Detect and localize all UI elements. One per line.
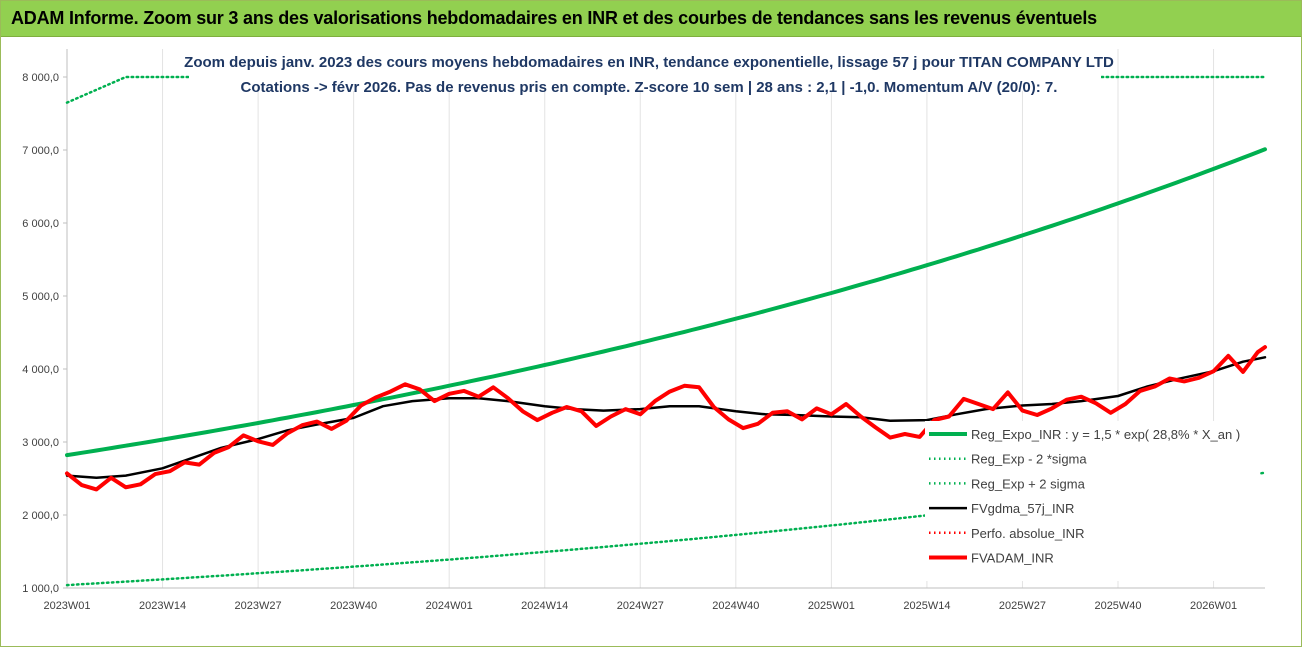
x-tick-label: 2025W14 — [903, 600, 950, 612]
x-tick-label: 2024W01 — [426, 600, 473, 612]
x-tick-label: 2023W27 — [235, 600, 282, 612]
x-tick-label: 2023W14 — [139, 600, 186, 612]
y-tick-label: 4 000,0 — [22, 364, 59, 376]
chart-subtitle: Cotations -> févr 2026. Pas de revenus p… — [241, 79, 1058, 96]
chart-title: Zoom depuis janv. 2023 des cours moyens … — [184, 54, 1114, 71]
legend: Reg_Expo_INR : y = 1,5 * exp( 28,8% * X_… — [925, 421, 1260, 581]
legend-label-perfo-absolue: Perfo. absolue_INR — [971, 526, 1084, 541]
legend-label-reg-exp-minus-2sigma: Reg_Exp - 2 *sigma — [971, 452, 1087, 467]
y-tick-label: 3 000,0 — [22, 437, 59, 449]
series-line-reg-exp-plus-2sigma — [65, 75, 1267, 104]
x-tick-label: 2025W40 — [1094, 600, 1141, 612]
x-tick-label: 2025W27 — [999, 600, 1046, 612]
y-tick-label: 5 000,0 — [22, 291, 59, 303]
y-tick-label: 8 000,0 — [22, 72, 59, 84]
y-tick-label: 1 000,0 — [22, 583, 59, 595]
report-banner: ADAM Informe. Zoom sur 3 ans des valoris… — [1, 1, 1301, 37]
axes: 2023W01 2023W14 2023W27 2023W40 2024W01 2024W… — [22, 49, 1265, 612]
y-tick-label: 7 000,0 — [22, 145, 59, 157]
y-tick-label: 6 000,0 — [22, 218, 59, 230]
y-tick-label: 2 000,0 — [22, 510, 59, 522]
report-title: ADAM Informe. Zoom sur 3 ans des valoris… — [11, 8, 1097, 28]
x-tick-label: 2024W14 — [521, 600, 568, 612]
title-background — [189, 45, 1101, 91]
legend-label-fvgdma-57j: FVgdma_57j_INR — [971, 501, 1074, 516]
legend-label-fvadam-inr: FVADAM_INR — [971, 551, 1054, 566]
x-tick-label: 2025W01 — [808, 600, 855, 612]
x-tick-label: 2023W40 — [330, 600, 377, 612]
x-tick-label: 2023W01 — [43, 600, 90, 612]
legend-background — [925, 421, 1260, 581]
x-tick-label: 2024W40 — [712, 600, 759, 612]
series-line-fvgdma-57j — [65, 356, 1267, 480]
legend-label-reg-exp-plus-2sigma: Reg_Exp + 2 sigma — [971, 476, 1086, 491]
x-tick-label: 2026W01 — [1190, 600, 1237, 612]
x-tick-label: 2024W27 — [617, 600, 664, 612]
legend-label-reg-expo: Reg_Expo_INR : y = 1,5 * exp( 28,8% * X_… — [971, 427, 1240, 442]
series-line-fvadam-inr — [65, 345, 1267, 492]
series-line-reg-expo — [65, 147, 1267, 458]
line-chart: 2023W01 2023W14 2023W27 2023W40 2024W01 2024W… — [22, 45, 1267, 612]
